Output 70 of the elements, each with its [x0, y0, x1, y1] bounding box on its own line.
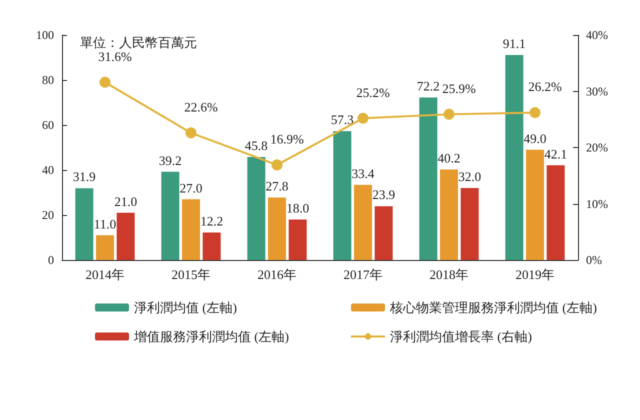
bar	[546, 165, 565, 260]
x-tick-label: 2015年	[172, 267, 210, 282]
bar	[75, 188, 94, 260]
data-label: 91.1	[502, 36, 526, 52]
bar	[161, 172, 180, 260]
y-tick-label: 80	[42, 73, 54, 87]
bar	[374, 206, 393, 260]
bar	[268, 197, 286, 260]
data-label: 27.8	[266, 178, 288, 194]
bar	[182, 199, 200, 260]
data-label: 18.0	[286, 200, 310, 216]
bar	[505, 55, 524, 260]
x-tick-label: 2014年	[86, 267, 124, 282]
bar	[247, 156, 266, 260]
bar	[288, 220, 307, 260]
data-label: 27.0	[180, 180, 202, 196]
data-label: 25.2%	[356, 84, 390, 100]
x-tick-label: 2017年	[344, 267, 382, 282]
point	[530, 107, 540, 118]
bar	[526, 150, 544, 260]
bar	[354, 184, 372, 260]
bar	[96, 235, 114, 260]
data-label: 40.2	[438, 150, 460, 166]
y-tick-label: 0	[48, 253, 54, 267]
bar	[440, 170, 458, 260]
data-label: 72.2	[416, 78, 440, 94]
data-label: 33.4	[352, 166, 375, 181]
point	[272, 159, 282, 170]
x-tick-label: 2016年	[258, 267, 296, 282]
y2-tick-label: 20%	[586, 140, 608, 154]
data-label: 16.9%	[270, 131, 304, 146]
bar	[419, 98, 438, 260]
y2-tick-label: 10%	[586, 196, 608, 211]
y-tick-label: 100	[36, 28, 54, 42]
data-label: 32.0	[458, 169, 482, 184]
y-tick-label: 20	[42, 208, 54, 222]
data-label: 21.0	[114, 194, 138, 209]
x-tick-label: 2018年	[430, 267, 468, 282]
data-label: 42.1	[544, 146, 568, 162]
data-label: 31.6%	[98, 48, 132, 64]
y2-tick-label: 40%	[586, 28, 608, 42]
data-label: 12.2	[200, 214, 224, 229]
data-label: 11.0	[94, 216, 116, 232]
point	[100, 76, 110, 88]
data-label: 31.9	[72, 169, 96, 184]
annotation: 單位：人民幣百萬元	[80, 35, 197, 50]
bar	[460, 188, 479, 260]
data-label: 39.2	[158, 152, 182, 168]
data-label: 23.9	[372, 187, 396, 202]
data-label: 25.9%	[442, 80, 476, 96]
bar	[202, 232, 221, 260]
y-tick-label: 40	[42, 163, 54, 177]
y2-tick-label: 30%	[586, 84, 608, 98]
data-label: 57.3	[330, 112, 354, 128]
legend-label: 核心物業管理服務淨利潤均值 (左軸)	[389, 300, 597, 315]
bar	[333, 131, 352, 260]
data-label: 49.0	[524, 130, 546, 146]
legend-label: 淨利潤均值 (左軸)	[134, 300, 237, 315]
y2-tick-label: 0%	[586, 253, 602, 267]
point	[186, 127, 196, 138]
point	[444, 108, 454, 120]
bar	[116, 212, 135, 260]
data-label: 45.8	[244, 138, 268, 153]
data-label: 22.6%	[184, 99, 218, 114]
point	[358, 112, 368, 124]
y-tick-label: 60	[42, 118, 54, 132]
data-label: 26.2%	[528, 79, 562, 94]
legend-label: 淨利潤均值增長率 (右軸)	[390, 329, 532, 344]
x-tick-label: 2019年	[516, 267, 554, 282]
legend-label: 增值服務淨利潤均值 (左軸)	[133, 329, 289, 344]
